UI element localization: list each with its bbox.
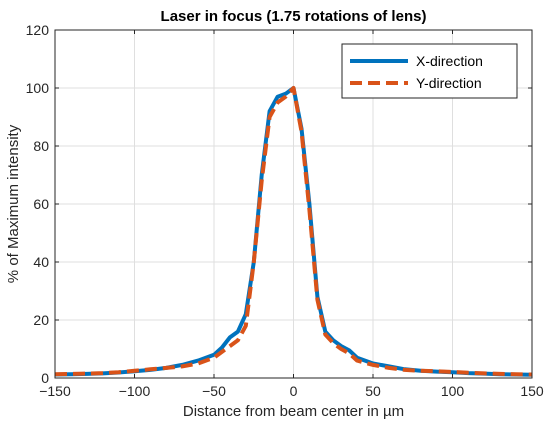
x-tick-label: 100 [441, 383, 465, 399]
x-tick-label: 0 [290, 383, 298, 399]
series-layer [54, 86, 533, 377]
x-tick-label: 150 [520, 383, 544, 399]
series-line-y-direction [54, 86, 533, 377]
y-tick-label: 60 [33, 196, 49, 212]
y-tick-label: 0 [41, 370, 49, 386]
x-axis-label: Distance from beam center in µm [183, 403, 404, 420]
y-tick-label: 20 [33, 312, 49, 328]
chart-title: Laser in focus (1.75 rotations of lens) [161, 8, 427, 25]
ticks [54, 29, 533, 379]
tick-labels: −150 −100 −50 0 50 100 150 0 20 40 60 80 100 120 [26, 22, 544, 399]
x-tick-label: −100 [119, 383, 151, 399]
y-axis-label: % of Maximum intensity [5, 124, 22, 283]
legend-box [341, 43, 518, 99]
legend-label-y-direction: Y-direction [416, 75, 482, 91]
legend: X-direction Y-direction [341, 43, 518, 99]
x-tick-label: −50 [202, 383, 226, 399]
y-tick-label: 40 [33, 254, 49, 270]
y-tick-label: 120 [26, 22, 50, 38]
x-tick-label: −150 [39, 383, 71, 399]
y-tick-label: 100 [26, 80, 50, 96]
legend-label-x-direction: X-direction [416, 53, 483, 69]
y-tick-label: 80 [33, 138, 49, 154]
x-tick-label: 50 [365, 383, 381, 399]
